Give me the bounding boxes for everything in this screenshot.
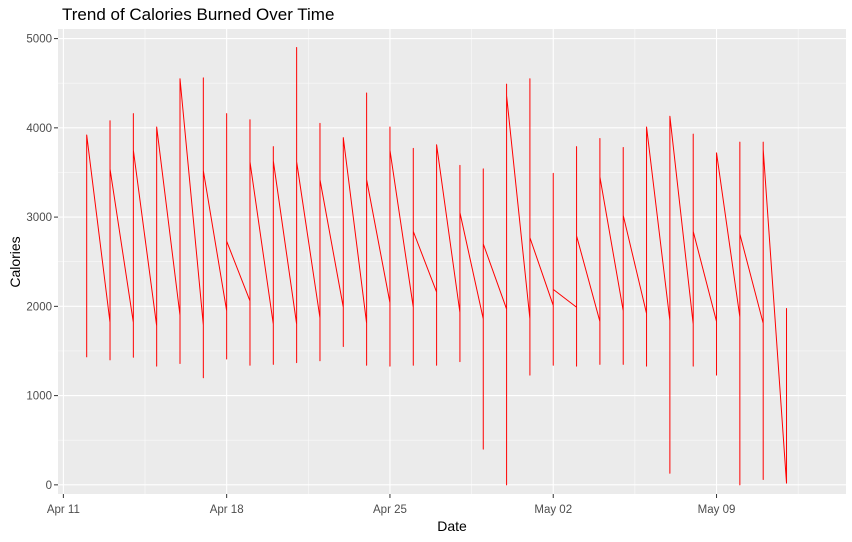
y-tick-label: 0: [46, 480, 52, 492]
y-axis: 0 1000 2000 3000 4000 5000: [26, 34, 58, 492]
y-tick-label: 4000: [26, 123, 52, 135]
series-layer: [86, 47, 788, 486]
x-tick-label: Apr 25: [373, 504, 407, 516]
y-tick-label: 3000: [26, 212, 52, 224]
y-tick-label: 1000: [26, 391, 52, 403]
chart-title: Trend of Calories Burned Over Time: [62, 5, 335, 24]
x-tick-label: May 02: [534, 504, 572, 516]
x-tick-label: Apr 18: [210, 504, 244, 516]
y-tick-label: 5000: [26, 34, 52, 46]
x-axis-title: Date: [437, 518, 467, 534]
x-axis: Apr 11 Apr 18 Apr 25 May 02 May 09: [47, 494, 736, 516]
calories-series-line: [86, 47, 788, 486]
y-tick-label: 2000: [26, 301, 52, 313]
y-axis-title: Calories: [7, 236, 23, 287]
x-tick-label: May 09: [698, 504, 736, 516]
x-tick-label: Apr 11: [47, 504, 80, 516]
minor-gridlines: [58, 29, 846, 494]
